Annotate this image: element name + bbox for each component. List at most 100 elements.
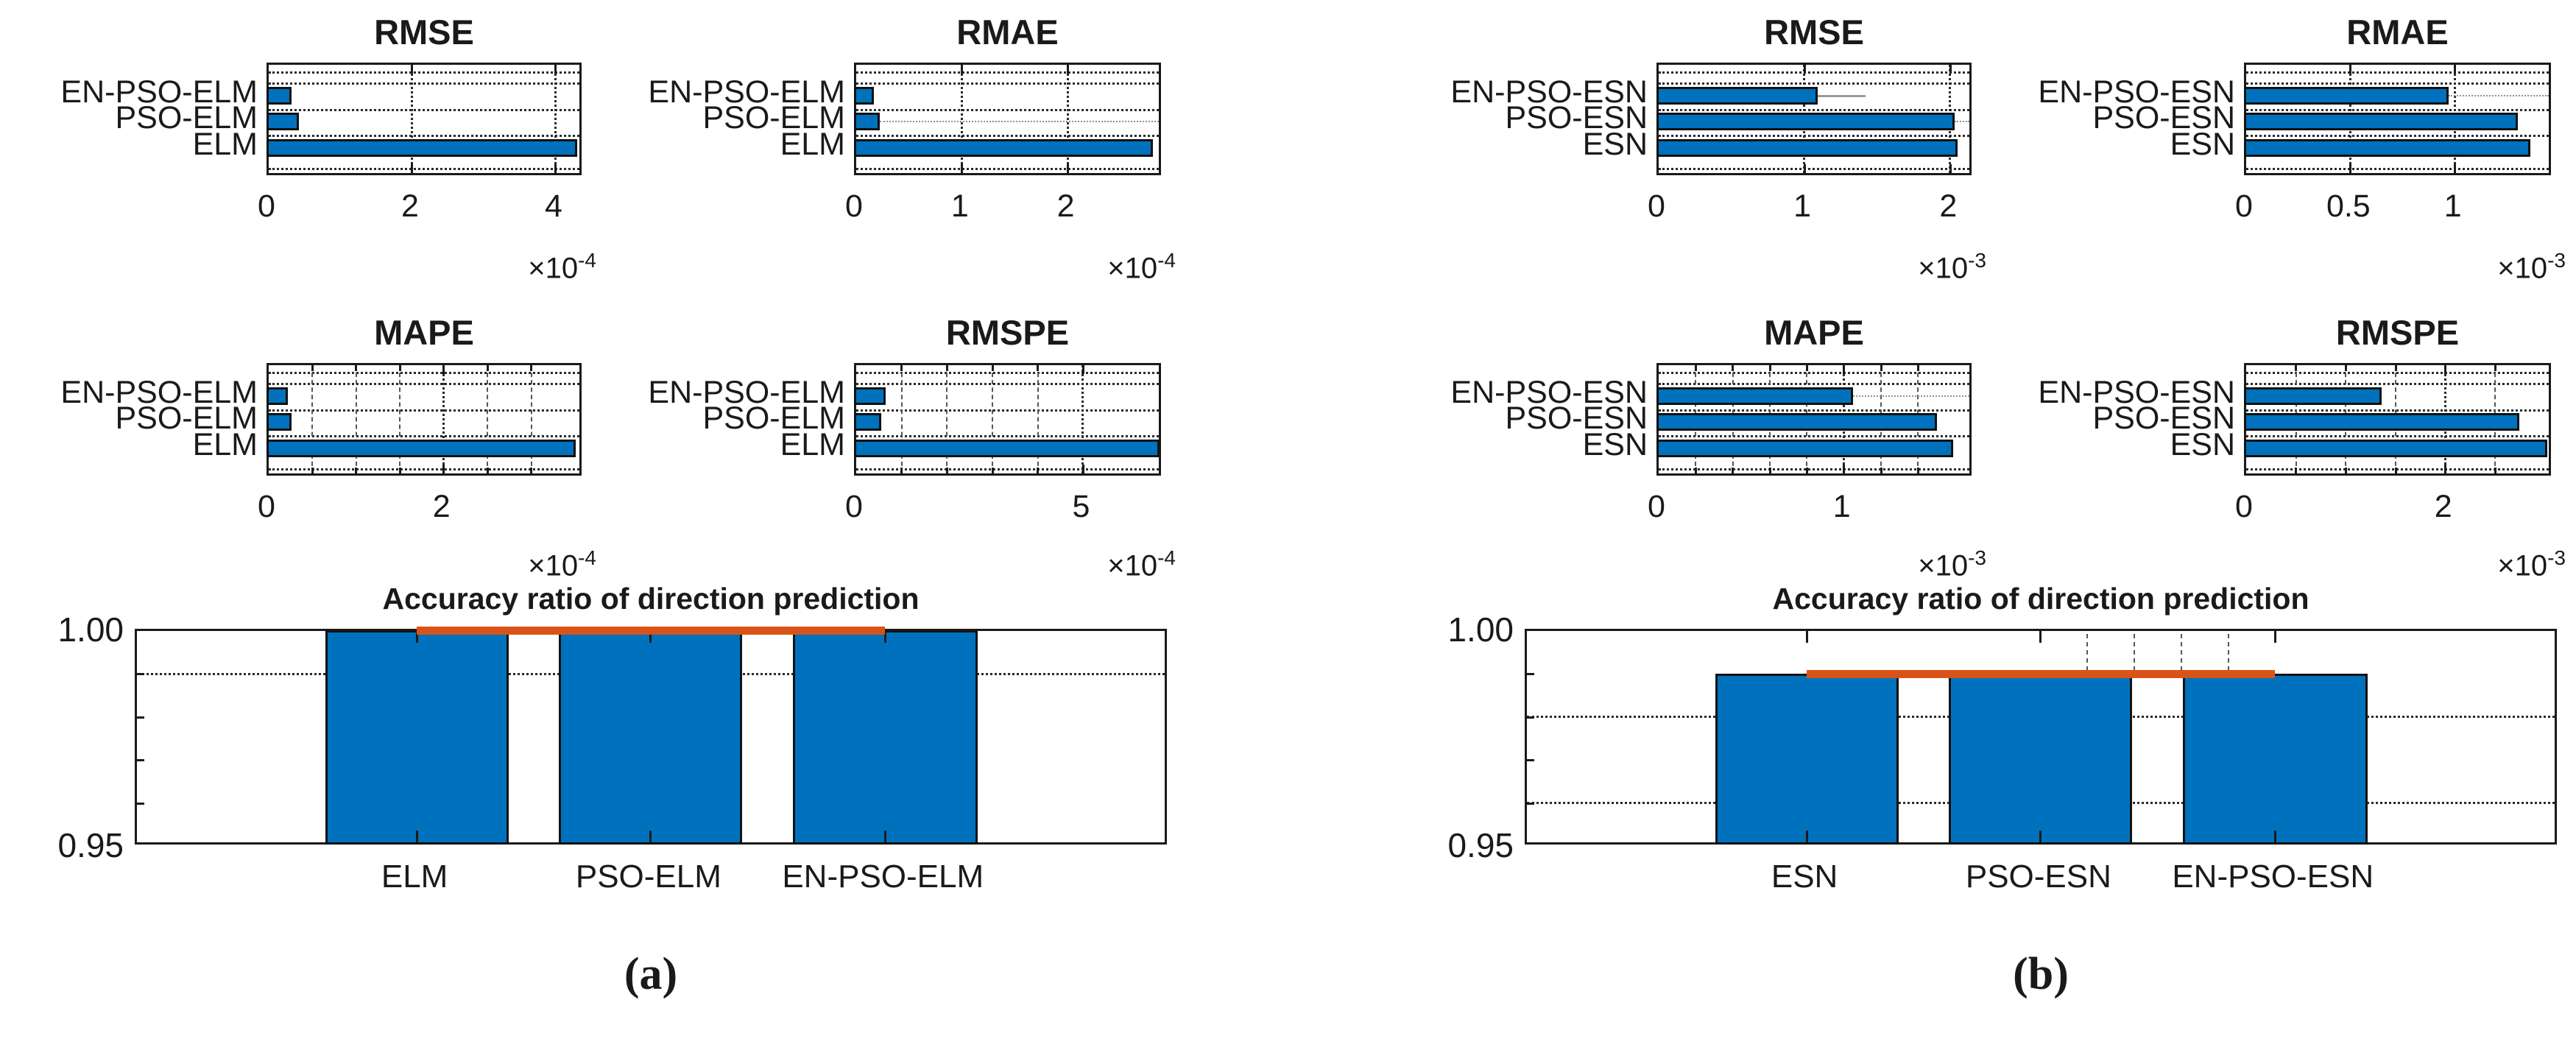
axis-tick xyxy=(1803,65,1806,74)
xtick-label: PSO-ELM xyxy=(575,859,721,895)
gridline-horizontal xyxy=(2246,168,2549,170)
panel-b-caption: (b) xyxy=(2013,949,2069,999)
row-extension-line xyxy=(1817,95,1866,97)
axis-tick xyxy=(137,802,144,805)
xtick-label: 0 xyxy=(845,489,863,524)
gridline-horizontal xyxy=(269,383,579,385)
chart-title: MAPE xyxy=(374,313,474,352)
xtick-label: 2 xyxy=(432,489,451,524)
chart-title: RMAE xyxy=(956,13,1059,52)
gridline-vertical xyxy=(410,65,413,173)
axis-tick xyxy=(1527,802,1534,805)
axis-tick xyxy=(442,465,445,473)
gridline-horizontal xyxy=(269,409,579,412)
ytick-label: EN-PSO-ESN xyxy=(1450,74,1648,110)
gridline-horizontal xyxy=(269,71,579,74)
gridline-horizontal xyxy=(2246,372,2549,374)
axis-tick xyxy=(1081,465,1084,473)
axis-tick xyxy=(1949,164,1952,173)
axis-tick xyxy=(900,365,903,371)
axis-tick xyxy=(2494,468,2496,473)
axis-scale-label: ×10-3 xyxy=(1918,546,1986,582)
axis-tick xyxy=(137,716,144,719)
gridline-horizontal xyxy=(1659,383,1969,385)
gridline-vertical-minor xyxy=(2228,634,2229,671)
axis-tick xyxy=(1805,468,1808,473)
accent-line xyxy=(1807,669,2276,678)
gridline-horizontal xyxy=(856,108,1159,111)
axis-tick xyxy=(411,65,414,74)
axis-tick xyxy=(900,468,903,473)
bar-en-pso-esn xyxy=(1656,387,1854,405)
ytick-label: ESN xyxy=(1582,127,1648,162)
axis-tick xyxy=(649,831,652,842)
ytick-label: EN-PSO-ESN xyxy=(1450,375,1648,410)
gridline-horizontal xyxy=(269,82,579,85)
xtick-label: ESN xyxy=(1771,859,1838,895)
axis-tick xyxy=(2454,65,2457,74)
gridline-vertical-minor xyxy=(311,365,314,473)
gridline-horizontal xyxy=(1659,71,1969,74)
gridline-horizontal xyxy=(856,82,1159,85)
xtick-label: EN-PSO-ELM xyxy=(782,859,984,895)
axis-tick xyxy=(486,468,489,473)
axis-tick xyxy=(530,468,533,473)
axis-tick xyxy=(415,831,418,842)
ytick-label: EN-PSO-ELM xyxy=(60,74,258,110)
bar-pso-elm xyxy=(267,413,292,431)
bar-esn xyxy=(1656,440,1954,457)
ytick-label: ELM xyxy=(780,427,845,462)
axis-tick xyxy=(991,468,994,473)
bar-en-pso-esn xyxy=(2244,387,2382,405)
axis-scale-label: ×10-4 xyxy=(1107,249,1176,285)
bar-en-pso-esn xyxy=(1656,87,1818,105)
gridline-vertical xyxy=(960,65,963,173)
xtick-label: 0 xyxy=(845,188,863,224)
xtick-label: 1 xyxy=(1832,489,1851,524)
axis-tick xyxy=(1527,673,1534,676)
axis-tick xyxy=(2494,365,2496,371)
axis-tick xyxy=(1067,164,1070,173)
axis-tick xyxy=(2444,365,2447,374)
axis-tick xyxy=(1694,365,1697,371)
ytick-label: PSO-ESN xyxy=(1505,401,1648,436)
axis-tick xyxy=(1067,65,1070,74)
xtick-label: 0.5 xyxy=(2326,188,2371,224)
bar-elm xyxy=(854,440,1160,457)
gridline-horizontal xyxy=(1659,435,1969,437)
gridline-horizontal xyxy=(1659,82,1969,85)
axis-tick xyxy=(2444,465,2447,473)
xtick-label: 1 xyxy=(950,188,969,224)
gridline-horizontal xyxy=(856,71,1159,74)
gridline-vertical-minor xyxy=(487,365,489,473)
axis-tick xyxy=(137,673,144,676)
gridline-vertical-minor xyxy=(355,365,357,473)
ytick-label: 0.95 xyxy=(57,826,124,864)
gridline-vertical-minor xyxy=(399,365,401,473)
axis-tick xyxy=(311,468,314,473)
chart-title: Accuracy ratio of direction prediction xyxy=(1772,582,2309,616)
axis-tick xyxy=(2344,365,2347,371)
gridline-vertical-minor xyxy=(2181,634,2182,671)
bar-elm xyxy=(267,139,578,157)
axis-tick xyxy=(1768,365,1771,371)
axis-tick xyxy=(649,631,652,643)
panel-a-caption: (a) xyxy=(624,949,678,999)
ytick-label: PSO-ELM xyxy=(115,100,258,135)
gridline-vertical-minor xyxy=(2134,634,2135,671)
axis-tick xyxy=(961,65,964,74)
ytick-label: ESN xyxy=(1582,427,1648,462)
gridline-horizontal xyxy=(856,468,1159,470)
axis-tick xyxy=(398,365,401,371)
axis-tick xyxy=(1081,365,1084,374)
gridline-vertical-minor xyxy=(900,365,903,473)
axis-tick xyxy=(945,365,948,371)
axis-scale-label: ×10-3 xyxy=(2497,546,2566,582)
plot-area xyxy=(135,627,1167,845)
bar-en-pso-esn xyxy=(2244,87,2449,105)
axis-tick xyxy=(883,831,886,842)
gridline-horizontal xyxy=(1659,409,1969,412)
axis-tick xyxy=(961,164,964,173)
chart-title: RMSE xyxy=(374,13,474,52)
ytick-label: EN-PSO-ELM xyxy=(648,74,845,110)
